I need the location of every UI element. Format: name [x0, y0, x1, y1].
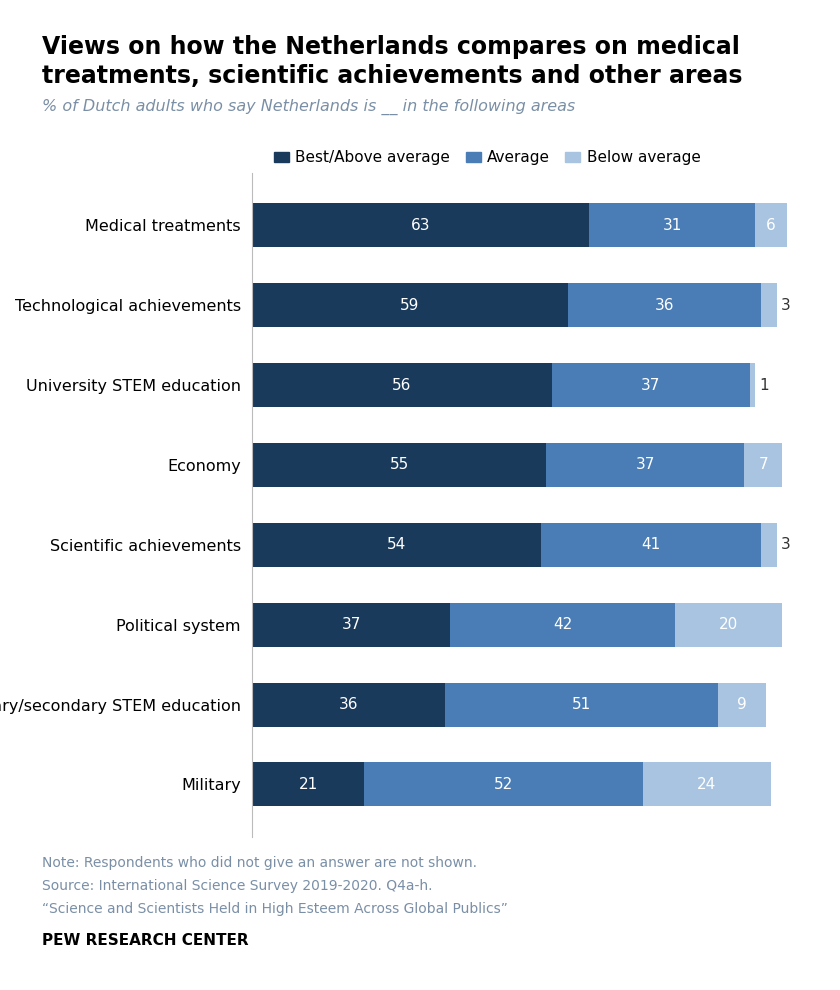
Bar	[643, 762, 771, 807]
Text: 55: 55	[390, 457, 409, 472]
Text: 42: 42	[553, 617, 572, 633]
Text: 7: 7	[759, 457, 768, 472]
Text: “Science and Scientists Held in High Esteem Across Global Publics”: “Science and Scientists Held in High Est…	[42, 902, 508, 916]
Bar	[444, 683, 717, 727]
Text: 63: 63	[411, 218, 430, 233]
Text: 3: 3	[781, 538, 790, 552]
Text: 36: 36	[654, 298, 674, 313]
Bar	[552, 363, 750, 407]
Text: 20: 20	[719, 617, 738, 633]
Bar	[252, 683, 444, 727]
Text: PEW RESEARCH CENTER: PEW RESEARCH CENTER	[42, 933, 249, 947]
Bar	[589, 203, 755, 248]
Text: 6: 6	[766, 218, 776, 233]
Legend: Best/Above average, Average, Below average: Best/Above average, Average, Below avera…	[268, 145, 706, 171]
Bar	[744, 443, 782, 487]
Text: 56: 56	[392, 377, 412, 393]
Text: 51: 51	[571, 697, 591, 712]
Text: 54: 54	[387, 538, 407, 552]
Bar	[760, 283, 777, 327]
Bar	[546, 443, 744, 487]
Bar	[750, 363, 755, 407]
Text: Views on how the Netherlands compares on medical: Views on how the Netherlands compares on…	[42, 35, 740, 58]
Bar	[450, 603, 675, 646]
Bar	[675, 603, 782, 646]
Text: 37: 37	[341, 617, 360, 633]
Bar	[252, 443, 546, 487]
Bar	[568, 283, 760, 327]
Text: 59: 59	[400, 298, 420, 313]
Bar	[252, 283, 568, 327]
Bar	[717, 683, 766, 727]
Bar	[760, 523, 777, 567]
Text: Source: International Science Survey 2019-2020. Q4a-h.: Source: International Science Survey 201…	[42, 879, 433, 893]
Bar	[365, 762, 643, 807]
Text: 37: 37	[636, 457, 655, 472]
Text: 31: 31	[663, 218, 682, 233]
Text: 52: 52	[494, 777, 513, 792]
Text: 9: 9	[737, 697, 747, 712]
Text: Note: Respondents who did not give an answer are not shown.: Note: Respondents who did not give an an…	[42, 856, 477, 870]
Bar	[541, 523, 760, 567]
Text: 41: 41	[641, 538, 660, 552]
Text: % of Dutch adults who say Netherlands is __ in the following areas: % of Dutch adults who say Netherlands is…	[42, 99, 575, 115]
Text: 3: 3	[781, 298, 790, 313]
Bar	[252, 523, 541, 567]
Bar	[252, 603, 450, 646]
Text: 21: 21	[298, 777, 318, 792]
Bar	[252, 363, 552, 407]
Bar	[252, 203, 589, 248]
Text: 24: 24	[697, 777, 717, 792]
Text: 1: 1	[759, 377, 769, 393]
Bar	[755, 203, 787, 248]
Text: treatments, scientific achievements and other areas: treatments, scientific achievements and …	[42, 64, 743, 88]
Text: 36: 36	[339, 697, 358, 712]
Text: 37: 37	[641, 377, 660, 393]
Bar	[252, 762, 365, 807]
